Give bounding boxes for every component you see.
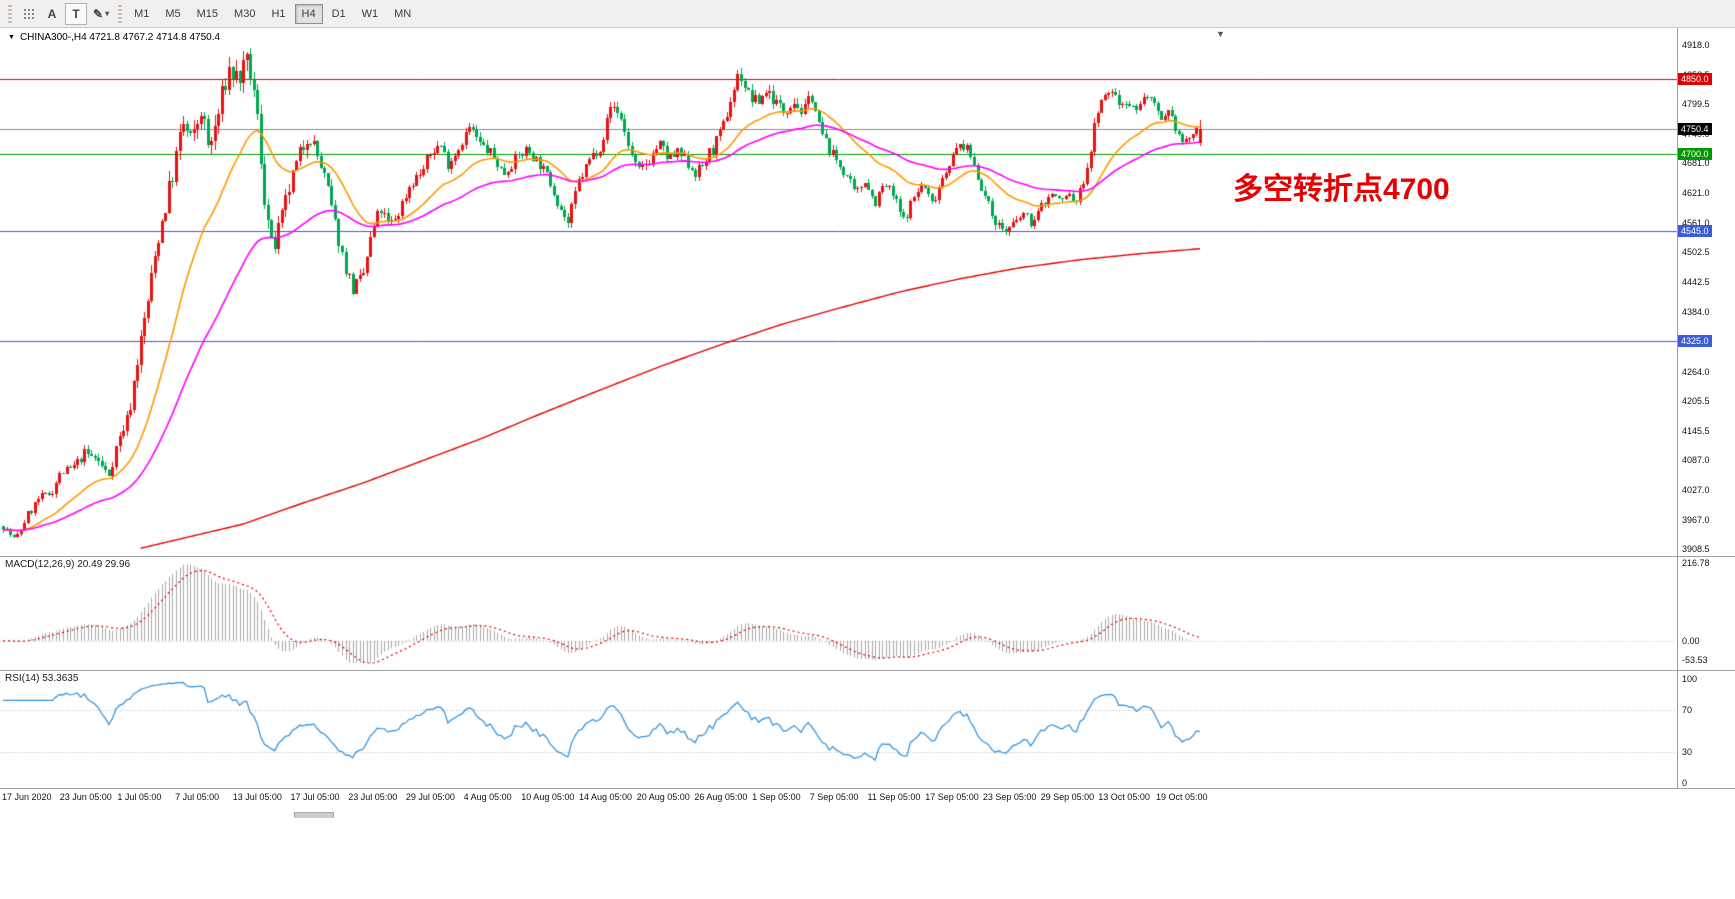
symbol-ohlc-text: CHINA300-,H4 4721.8 4767.2 4714.8 4750.4: [19, 32, 221, 43]
x-axis-label: 29 Sep 05:00: [1040, 792, 1095, 802]
macd-canvas[interactable]: [0, 557, 1678, 670]
macd-axis-tick: 0.00: [1682, 635, 1700, 646]
y-axis-tick: 4205.5: [1682, 395, 1710, 406]
timeframe-button-d1[interactable]: D1: [325, 4, 353, 24]
rsi-axis-tick: 0: [1682, 778, 1688, 788]
x-axis-label: 17 Sep 05:00: [925, 792, 979, 802]
rsi-axis-tick: 70: [1682, 705, 1693, 716]
timeframe-button-h1[interactable]: H1: [264, 4, 292, 24]
x-axis-label: 26 Aug 05:00: [694, 792, 748, 802]
current-price-label: 4750.4: [1678, 122, 1712, 135]
time-axis: 17 Jun 2020 23 Jun 05:00 1 Jul 05:00 7 Jul …: [0, 790, 1678, 810]
pane-splitter[interactable]: [0, 556, 1735, 557]
price-level-label-4325.0: 4325.0: [1678, 335, 1712, 348]
grid-icon: [21, 7, 35, 20]
x-axis-label: 11 Sep 05:00: [867, 792, 921, 802]
x-axis-label: 4 Aug 05:00: [463, 792, 512, 802]
x-axis-label: 17 Jun 2020: [2, 792, 52, 802]
rsi-axis-tick: 100: [1682, 674, 1698, 684]
timeframe-button-m1[interactable]: M1: [127, 4, 156, 24]
x-axis-label: 23 Jun 05:00: [59, 792, 112, 802]
y-axis-tick: 4087.0: [1682, 454, 1710, 465]
grid-tool-button[interactable]: [17, 3, 39, 25]
symbol-info: ▼ CHINA300-,H4 4721.8 4767.2 4714.8 4750…: [8, 32, 220, 43]
timeframe-button-m30[interactable]: M30: [227, 4, 262, 24]
x-axis-label: 23 Sep 05:00: [982, 792, 1037, 802]
y-axis-tick: 4264.0: [1682, 366, 1710, 377]
x-axis-label: 1 Sep 05:00: [752, 792, 801, 802]
rsi-indicator-label: RSI(14) 53.3635: [5, 673, 79, 684]
pane-splitter[interactable]: [0, 670, 1735, 671]
y-axis-tick: 3908.5: [1682, 544, 1710, 554]
x-axis-label: 19 Oct 05:00: [1156, 792, 1208, 802]
y-axis-tick: 4681.0: [1682, 158, 1710, 169]
rsi-canvas[interactable]: [0, 671, 1678, 788]
x-axis-label: 1 Jul 05:00: [117, 792, 162, 802]
toolbar-grip[interactable]: [8, 4, 12, 23]
timeframe-toolbar: M1 M5 M15 M30 H1 H4 D1 W1 MN: [126, 3, 419, 24]
x-axis-label: 29 Jul 05:00: [405, 792, 455, 802]
cursor-tool-button[interactable]: A: [41, 3, 63, 25]
y-axis-tick: 4145.5: [1682, 425, 1710, 436]
timeframe-button-mn[interactable]: MN: [387, 4, 418, 24]
chevron-down-icon: ▼: [8, 34, 15, 41]
x-axis-label: 10 Aug 05:00: [521, 792, 575, 802]
y-axis-tick: 4621.0: [1682, 188, 1710, 199]
macd-axis-tick: -53.53: [1682, 655, 1708, 665]
timeframe-button-h4[interactable]: H4: [294, 3, 323, 24]
pencil-icon: ✎: [93, 6, 104, 21]
y-axis-tick: 4561.0: [1682, 218, 1710, 229]
annotation-text[interactable]: 多空转折点4700: [1233, 173, 1450, 206]
toolbar: A T ✎ ▾ M1 M5 M15 M30 H1 H4 D1 W1 MN: [0, 0, 1735, 28]
timeframe-button-m5[interactable]: M5: [158, 4, 187, 24]
y-axis-tick: 4027.0: [1682, 484, 1710, 495]
chart-area: ▼ CHINA300-,H4 4721.8 4767.2 4714.8 4750…: [0, 28, 1735, 818]
y-axis-tick: 4918.0: [1682, 40, 1710, 50]
chart-shift-marker[interactable]: ▼: [1216, 29, 1225, 39]
x-axis-label: 7 Sep 05:00: [809, 792, 859, 802]
macd-indicator-label: MACD(12,26,9) 20.49 29.96: [5, 559, 131, 570]
price-axis-separator[interactable]: [1677, 28, 1678, 788]
macd-axis-tick: 216.78: [1682, 558, 1710, 568]
text-tool-button[interactable]: T: [65, 2, 87, 25]
y-axis-tick: 4384.0: [1682, 306, 1710, 317]
price-axis: 4918.04858.54799.54740.04681.04621.04561…: [1678, 28, 1735, 810]
x-axis-label: 20 Aug 05:00: [636, 792, 690, 802]
pane-splitter[interactable]: [0, 788, 1735, 789]
y-axis-tick: 4799.5: [1682, 99, 1710, 110]
x-axis-label: 7 Jul 05:00: [175, 792, 220, 802]
draw-tool-button[interactable]: ✎ ▾: [89, 3, 113, 25]
x-axis-label: 13 Jul 05:00: [232, 792, 282, 802]
scrollbar-thumb[interactable]: [294, 812, 334, 818]
y-axis-tick: 4442.5: [1682, 277, 1710, 288]
y-axis-tick: 3967.0: [1682, 514, 1710, 525]
price-level-label-4545.0: 4545.0: [1678, 225, 1712, 238]
toolbar-grip[interactable]: [118, 4, 123, 23]
main-chart-canvas[interactable]: [0, 28, 1678, 556]
rsi-axis-tick: 30: [1682, 746, 1693, 757]
x-axis-label: 23 Jul 05:00: [348, 792, 398, 802]
x-axis-label: 14 Aug 05:00: [579, 792, 633, 802]
y-axis-tick: 4502.5: [1682, 247, 1710, 258]
timeframe-button-m15[interactable]: M15: [190, 4, 225, 24]
x-axis-label: 17 Jul 05:00: [290, 792, 340, 802]
price-level-label-4850.0: 4850.0: [1678, 72, 1712, 85]
x-axis-label: 13 Oct 05:00: [1098, 792, 1150, 802]
price-level-label-4700.0: 4700.0: [1678, 147, 1712, 160]
chevron-down-icon: ▾: [105, 9, 110, 18]
horizontal-scrollbar[interactable]: [0, 811, 1678, 818]
timeframe-button-w1[interactable]: W1: [355, 4, 386, 24]
